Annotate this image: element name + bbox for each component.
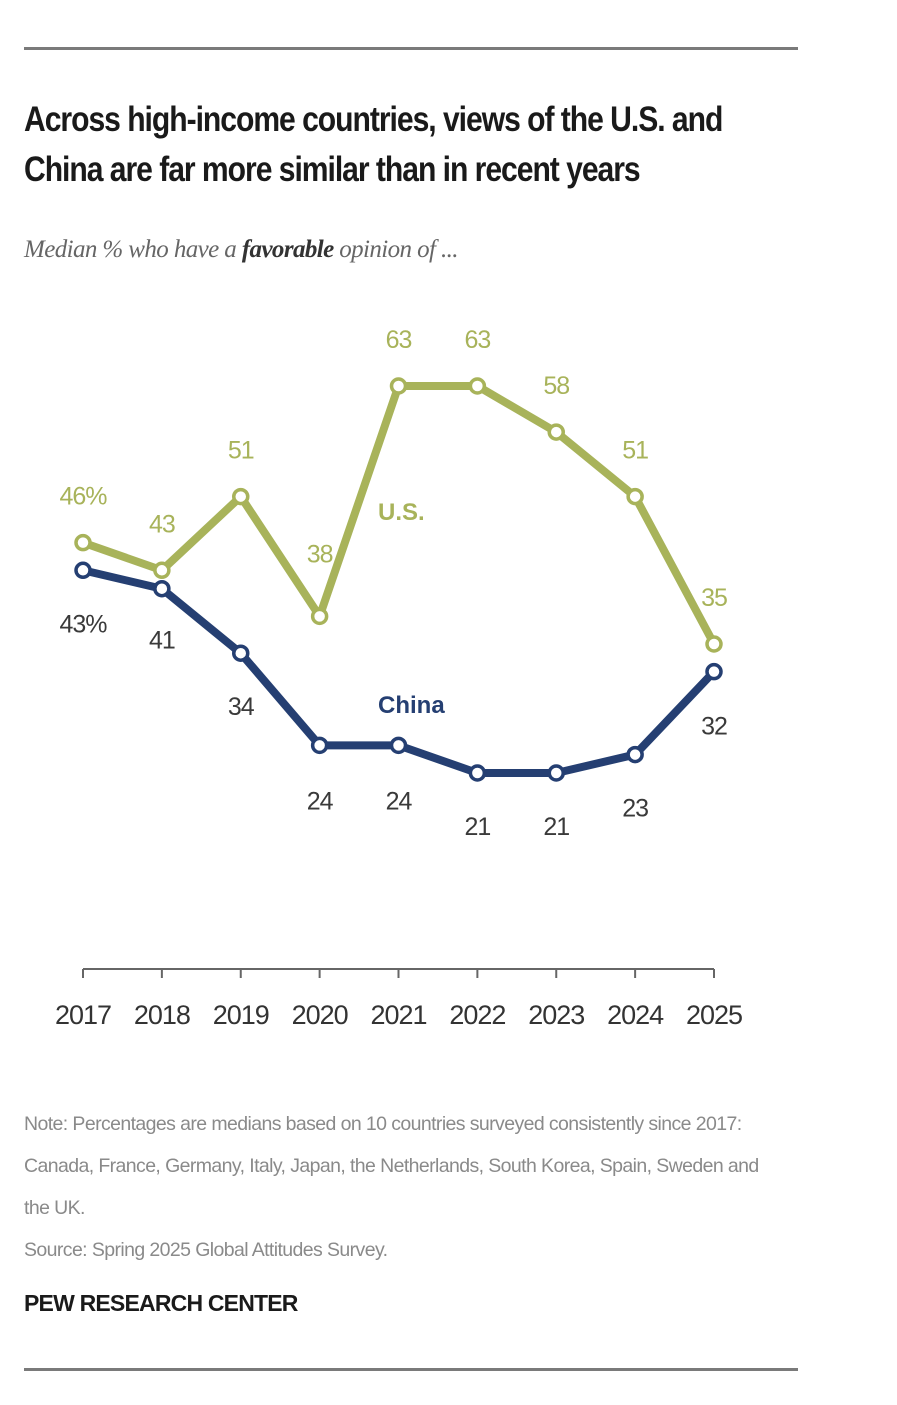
data-label-china-2018: 41 <box>149 627 175 655</box>
point-china-2021 <box>389 736 408 755</box>
data-label-us-2025: 35 <box>701 584 727 612</box>
point-china-2023 <box>547 764 565 782</box>
source-text: Source: Spring 2025 Global Attitudes Sur… <box>24 1239 388 1261</box>
x-tick-label-2019: 2019 <box>213 1000 269 1030</box>
x-tick-label-2022: 2022 <box>449 1000 505 1030</box>
series-label-china: China <box>378 692 445 719</box>
point-china-2022 <box>468 764 487 782</box>
data-label-us-2020: 38 <box>307 540 333 568</box>
data-label-china-2019: 34 <box>228 693 255 721</box>
data-labels: 46% 43 51 38 63 63 58 51 35 43% 41 34 24 24 21 21 23 32 <box>59 326 728 841</box>
footnotes: Note: Percentages are medians based on 1… <box>24 1103 784 1271</box>
point-us-2018 <box>153 561 171 580</box>
data-label-us-2018: 43 <box>149 510 175 538</box>
data-label-china-2021: 24 <box>386 787 413 815</box>
data-label-china-2017: 43% <box>59 610 107 638</box>
point-china-2024 <box>626 745 644 764</box>
data-label-china-2022: 21 <box>464 813 490 841</box>
note-text: Note: Percentages are medians based on 1… <box>24 1113 759 1219</box>
series-points <box>74 377 723 782</box>
x-tick-label-2020: 2020 <box>292 1000 348 1030</box>
data-label-china-2025: 32 <box>701 713 727 741</box>
x-axis-tick-labels: 2017 2018 2019 2020 2021 2022 2023 2024 2025 <box>55 1000 743 1030</box>
data-label-us-2019: 51 <box>228 437 254 465</box>
point-us-2019 <box>232 487 250 506</box>
point-us-2020 <box>310 607 329 626</box>
data-label-us-2021: 63 <box>386 326 412 354</box>
point-us-2022 <box>468 377 487 395</box>
data-label-us-2023: 58 <box>543 372 569 400</box>
point-us-2023 <box>547 423 565 441</box>
bottom-rule <box>24 1368 798 1371</box>
point-us-2025 <box>705 635 723 653</box>
x-tick-label-2017: 2017 <box>55 1000 111 1030</box>
data-label-us-2024: 51 <box>622 437 648 465</box>
data-label-us-2022: 63 <box>464 326 490 354</box>
point-china-2025 <box>705 662 723 681</box>
data-label-china-2020: 24 <box>307 787 334 815</box>
series-label-us: U.S. <box>378 499 425 526</box>
x-tick-label-2023: 2023 <box>528 1000 584 1030</box>
point-us-2017 <box>74 533 92 552</box>
point-china-2018 <box>153 579 171 598</box>
x-tick-label-2018: 2018 <box>134 1000 190 1030</box>
subtitle-tail: opinion of ... <box>333 236 458 263</box>
point-china-2017 <box>74 561 92 580</box>
point-china-2020 <box>310 736 329 755</box>
x-tick-label-2025: 2025 <box>686 1000 742 1030</box>
data-label-china-2024: 23 <box>622 795 648 823</box>
point-china-2019 <box>232 644 250 662</box>
line-chart: 2017 2018 2019 2020 2021 2022 2023 2024 2025 46%… <box>55 326 743 1030</box>
x-axis-ticks <box>82 969 715 978</box>
chart-subtitle: Median % who have a favorable opinion of… <box>24 236 459 264</box>
data-label-us-2017: 46% <box>59 483 107 511</box>
point-us-2024 <box>626 487 644 506</box>
x-tick-label-2024: 2024 <box>607 1000 664 1030</box>
x-tick-label-2021: 2021 <box>370 1000 426 1030</box>
subtitle-lead: Median % who have a <box>24 236 242 263</box>
chart-title: Across high-income countries, views of t… <box>24 100 723 189</box>
point-us-2021 <box>389 377 408 395</box>
brand-logo-text: PEW RESEARCH CENTER <box>24 1290 298 1316</box>
top-rule <box>24 47 798 50</box>
data-label-china-2023: 21 <box>543 813 569 841</box>
subtitle-emphasis: favorable <box>241 236 334 263</box>
